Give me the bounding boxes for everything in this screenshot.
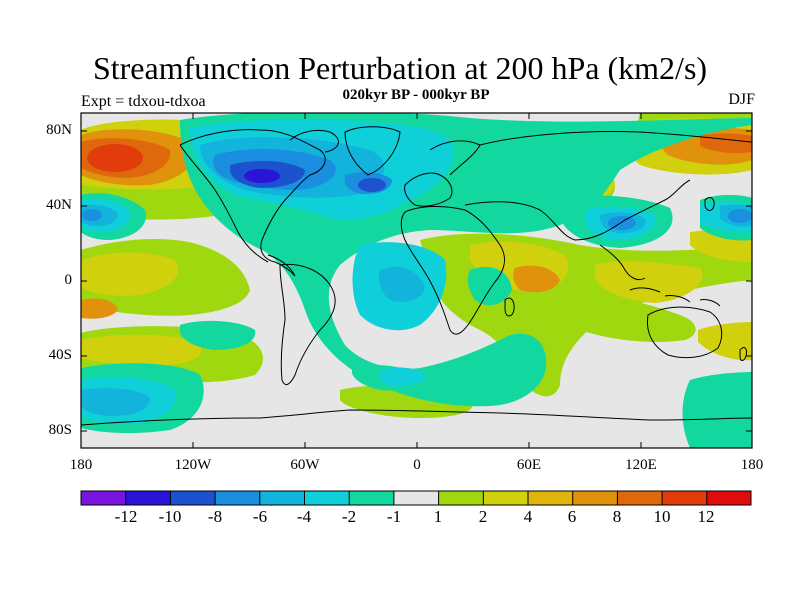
coastlines (81, 126, 752, 426)
cbar-swatch-4 (215, 491, 260, 505)
cbar-swatch-7 (349, 491, 394, 505)
colorbar (80, 490, 752, 506)
cbar-swatch-9 (438, 491, 484, 505)
cbar-frame (80, 490, 752, 506)
lon-label-60e: 60E (516, 457, 542, 473)
lat-label-80n: 80N (46, 122, 72, 138)
cbar-swatch-1 (81, 491, 126, 505)
colorbar-label: -2 (341, 507, 357, 526)
lat-label-40n: 40N (46, 197, 72, 213)
cbar-swatch-11 (528, 491, 573, 505)
lon-label-0: 0 (413, 457, 421, 473)
lat-label-80s: 80S (48, 422, 72, 438)
colorbar-label: 12 (697, 507, 715, 526)
axis-ticks (80, 113, 753, 448)
colorbar-label: -10 (158, 507, 182, 526)
season-label: DJF (728, 91, 755, 108)
cbar-swatch-8 (393, 491, 439, 505)
cbar-swatch-5 (259, 491, 305, 505)
map-subtitle: 020kyr BP - 000kyr BP (342, 87, 490, 103)
map-title: Streamfunction Perturbation at 200 hPa (… (92, 50, 708, 86)
colorbar-label: 10 (653, 507, 671, 526)
cbar-swatch-3 (170, 491, 216, 505)
cbar-swatch-6 (304, 491, 350, 505)
cbar-swatch-15 (706, 491, 751, 505)
lon-label-180w: 180 (69, 457, 93, 473)
cbar-swatch-12 (572, 491, 618, 505)
lon-label-120e: 120E (625, 457, 657, 473)
lon-label-180e: 180 (740, 457, 764, 473)
colorbar-label: -4 (296, 507, 312, 526)
colorbar-label: -1 (386, 507, 402, 526)
cbar-swatch-2 (125, 491, 171, 505)
colorbar-label: 1 (433, 507, 443, 526)
cbar-swatch-10 (483, 491, 528, 505)
negative-extrema (244, 169, 280, 183)
colorbar-label: 8 (612, 507, 622, 526)
colorbar-label: 2 (478, 507, 488, 526)
colorbar-label: 6 (567, 507, 577, 526)
lat-label-0: 0 (64, 272, 73, 288)
lon-label-60w: 60W (290, 457, 320, 473)
contour-field (81, 113, 752, 448)
colorbar-label: -12 (114, 507, 138, 526)
colorbar-label: -8 (207, 507, 223, 526)
colorbar-label: 4 (523, 507, 533, 526)
cbar-swatch-14 (662, 491, 707, 505)
colorbar-label: -6 (252, 507, 268, 526)
lat-label-40s: 40S (48, 347, 72, 363)
lon-label-120w: 120W (174, 457, 212, 473)
cbar-swatch-13 (617, 491, 663, 505)
experiment-label: Expt = tdxou-tdxoa (81, 93, 206, 110)
